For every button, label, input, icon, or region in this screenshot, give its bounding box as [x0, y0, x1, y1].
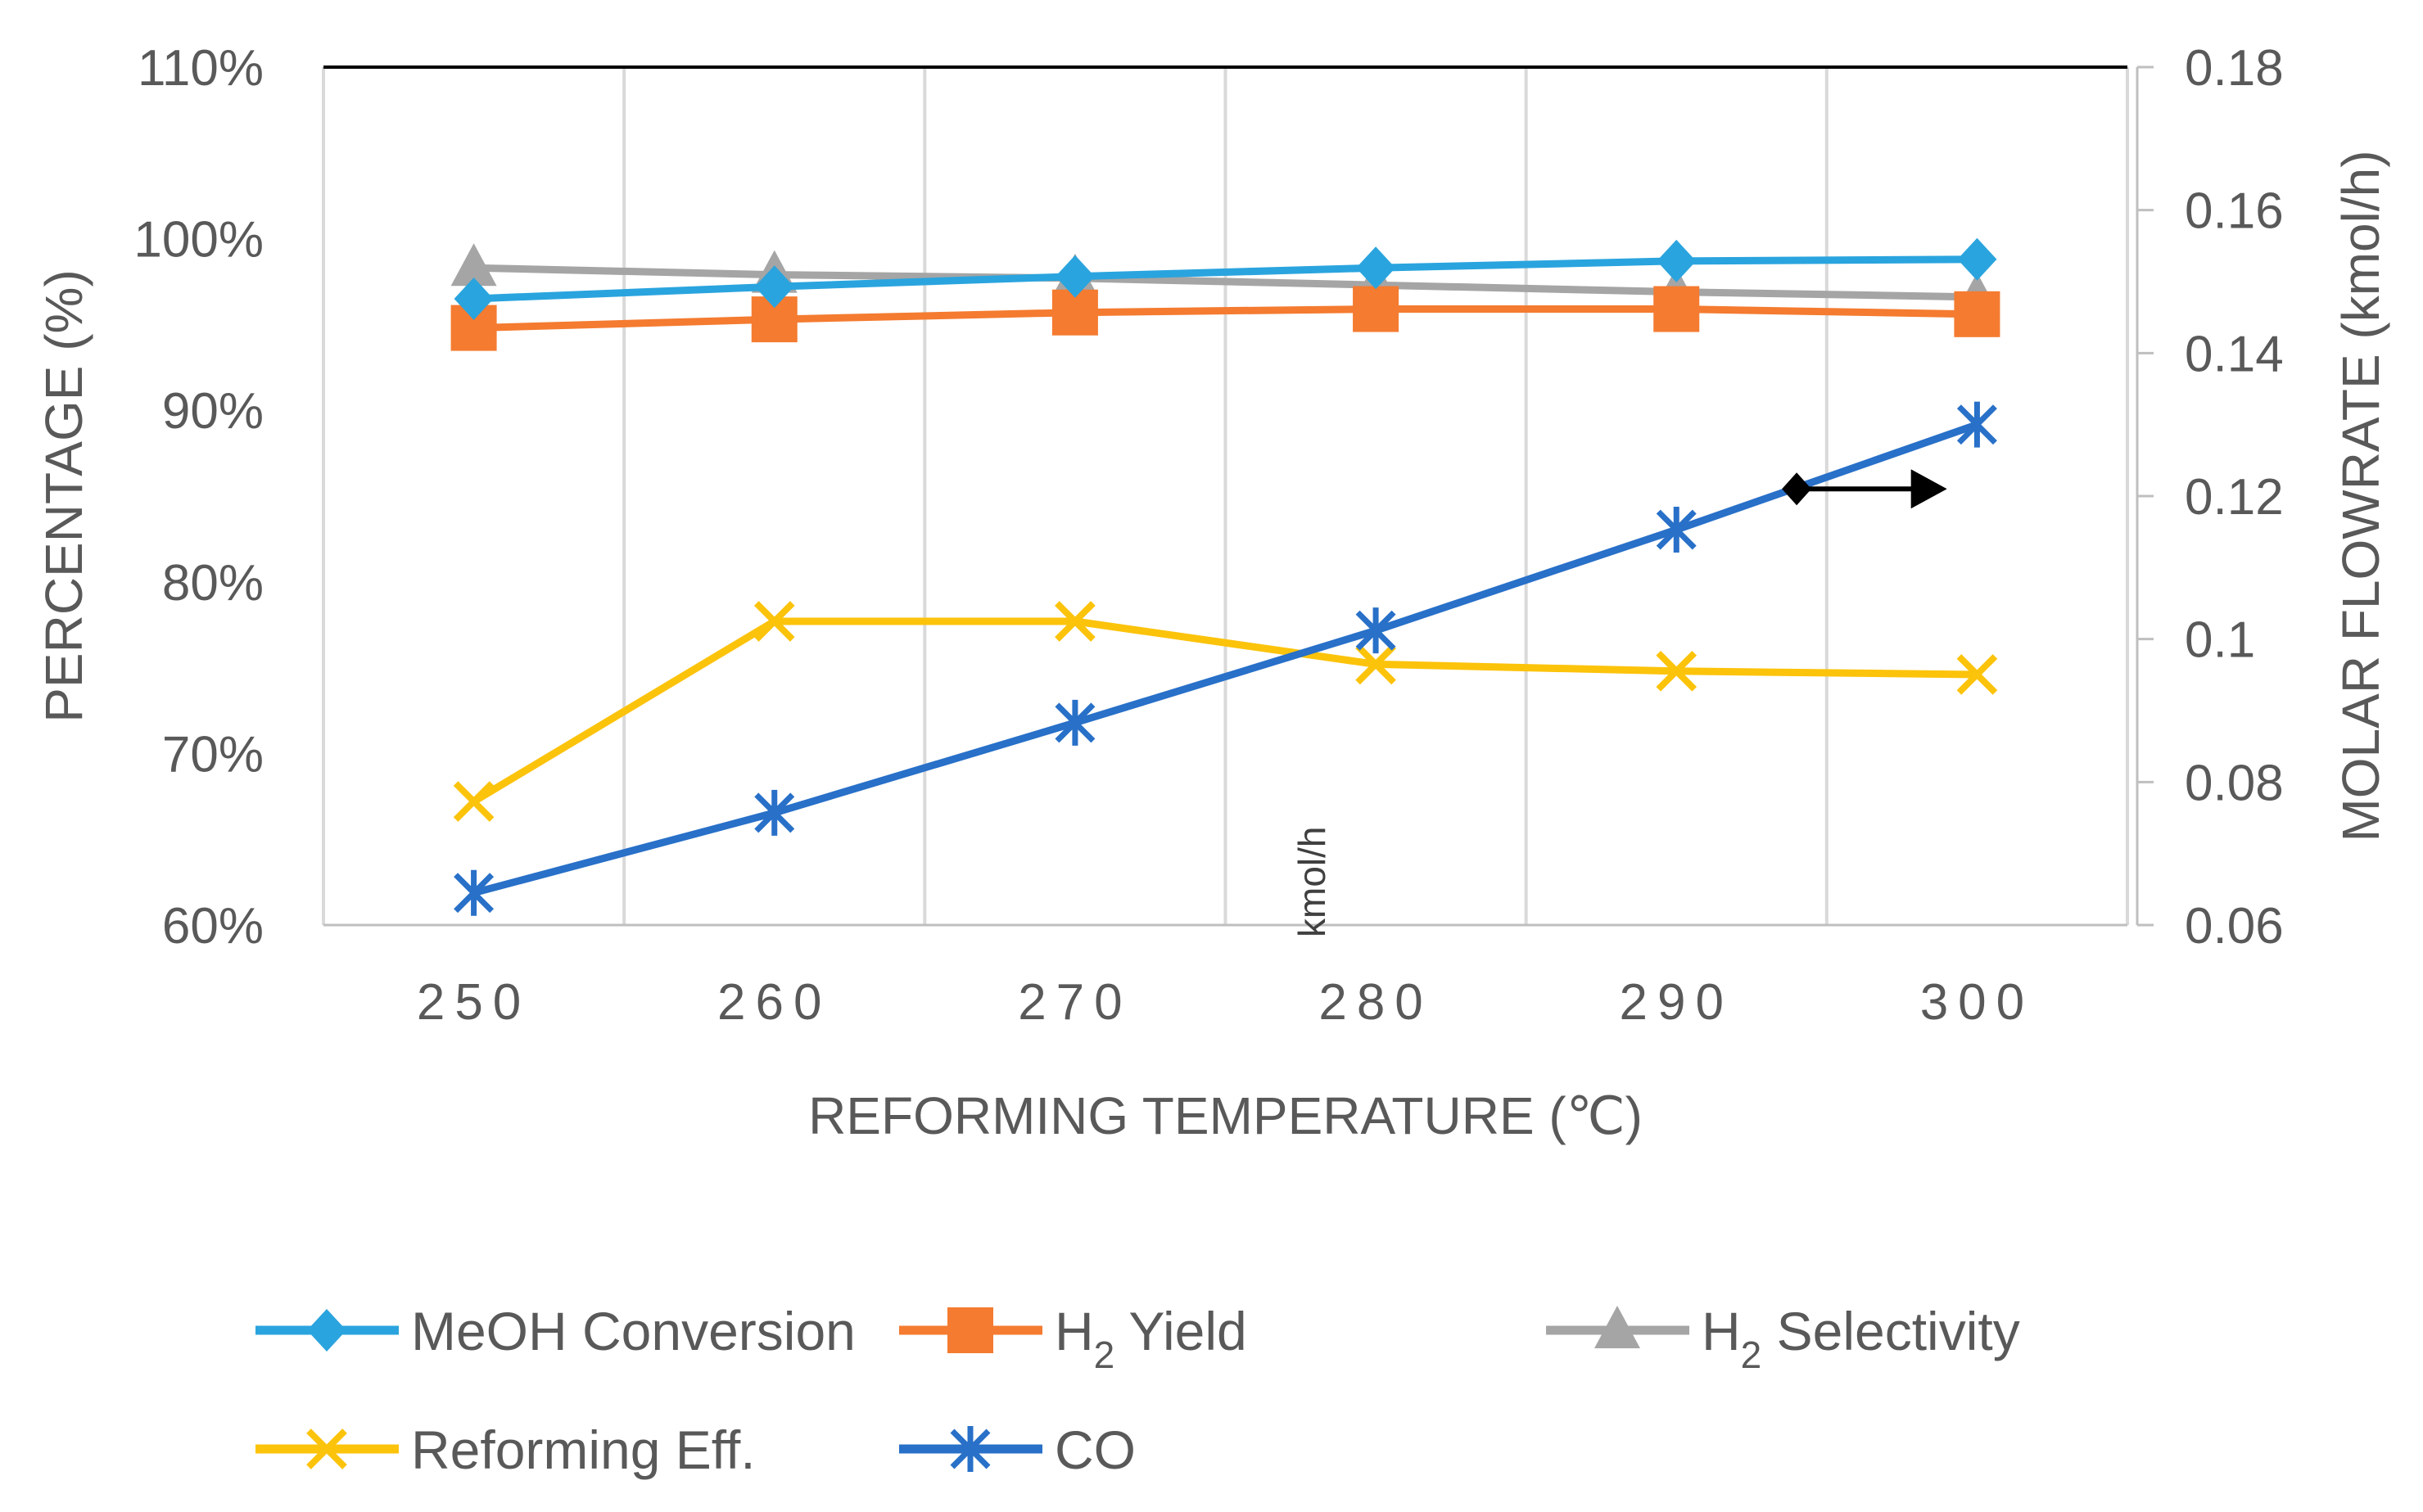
legend-label-main: CO — [1055, 1419, 1136, 1480]
legend-label-main: H — [1055, 1301, 1094, 1361]
y2-tick-label: 0.12 — [2185, 469, 2284, 526]
legend-label: Reforming Eff. — [411, 1419, 756, 1480]
y-tick-label: 60% — [162, 898, 264, 955]
y-axis-title: PERCENTAGE (%) — [34, 269, 93, 723]
legend-label-main: Reforming Eff. — [411, 1419, 756, 1480]
series-line — [473, 264, 1978, 301]
y2-tick-label: 0.06 — [2185, 898, 2284, 955]
series-line — [473, 305, 1978, 332]
y2-tick-label: 0.16 — [2185, 183, 2284, 240]
legend-label-subscript: 2 — [1741, 1334, 1762, 1376]
x-axis-title: REFORMING TEMPERATURE (℃) — [808, 1086, 1643, 1145]
marker-diamond — [1356, 246, 1396, 290]
annotation-kmol-h: kmol/h — [1291, 827, 1333, 937]
marker-diamond — [1657, 239, 1697, 282]
marker-asterisk — [1956, 401, 1997, 448]
marker-asterisk — [1055, 699, 1096, 746]
series-meoh-conversion — [454, 237, 1997, 320]
marker-square — [1353, 286, 1399, 332]
marker-asterisk — [950, 1426, 991, 1472]
legend-label-suffix: Selectivity — [1761, 1301, 2019, 1361]
marker-square — [1954, 291, 2000, 337]
marker-asterisk — [454, 869, 495, 916]
marker-diamond — [454, 277, 494, 320]
legend: MeOH Conversion H2 Yield H2 SelectivityRef… — [255, 1301, 2020, 1480]
y2-tick-label: 0.18 — [2185, 40, 2284, 97]
legend-label-subscript: 2 — [1094, 1334, 1115, 1376]
marker-x — [306, 1429, 347, 1469]
legend-label: H2 Selectivity — [1702, 1301, 2020, 1376]
marker-x — [753, 601, 795, 642]
y2-axis-title: MOLAR FLOWRATE (kmol/h) — [2331, 150, 2390, 842]
x-tick-label: 290 — [1620, 974, 1734, 1031]
legend-item-h2-yield: H2 Yield — [899, 1301, 1247, 1376]
x-tick-label: 300 — [1920, 974, 2034, 1031]
annotation-layer: kmol/h — [1291, 469, 1947, 937]
marker-asterisk — [1355, 607, 1396, 654]
legend-label-suffix: Yield — [1114, 1301, 1246, 1361]
y2-tick-label: 0.14 — [2185, 326, 2284, 382]
y-tick-label: 100% — [133, 212, 264, 269]
marker-square — [947, 1307, 993, 1353]
legend-label: CO — [1055, 1419, 1136, 1480]
x-tick-label: 250 — [417, 974, 531, 1031]
series-line — [472, 617, 1978, 805]
marker-x — [1355, 643, 1396, 685]
y-tick-label: 90% — [162, 383, 264, 440]
series-line — [472, 421, 1978, 897]
legend-item-reforming-eff-: Reforming Eff. — [255, 1419, 756, 1480]
y2-tick-label: 0.08 — [2185, 755, 2284, 811]
legend-label-main: H — [1702, 1301, 1741, 1361]
arrow-tail-diamond — [1782, 472, 1812, 506]
legend-label: MeOH Conversion — [411, 1301, 856, 1361]
series-reforming-eff- — [453, 601, 1998, 822]
legend-label-main: MeOH Conversion — [411, 1301, 856, 1361]
legend-item-co: CO — [899, 1419, 1136, 1480]
marker-diamond — [1957, 237, 1997, 281]
arrow-head — [1910, 469, 1947, 509]
series-layer — [450, 237, 2000, 916]
marker-square — [1653, 286, 1700, 332]
y2-tick-label: 0.1 — [2185, 612, 2255, 669]
legend-item-meoh-conversion: MeOH Conversion — [255, 1301, 856, 1361]
y-tick-label: 70% — [162, 726, 264, 783]
marker-x — [1956, 654, 1998, 695]
marker-asterisk — [1656, 507, 1697, 553]
series-line — [473, 255, 1978, 303]
y-tick-label: 80% — [162, 555, 264, 612]
x-tick-label: 260 — [717, 974, 831, 1031]
y-tick-label: 110% — [138, 40, 264, 97]
grid-layer — [322, 67, 2129, 925]
series-h2-yield — [450, 286, 2000, 351]
legend-label: H2 Yield — [1055, 1301, 1247, 1376]
series-co — [454, 401, 1997, 916]
marker-x — [453, 781, 495, 822]
marker-triangle — [450, 243, 497, 287]
x-tick-label: 270 — [1018, 974, 1132, 1031]
marker-x — [1656, 650, 1697, 692]
marker-diamond — [1055, 255, 1095, 298]
marker-triangle — [1594, 1306, 1640, 1348]
marker-diamond — [307, 1309, 346, 1352]
x-tick-label: 280 — [1318, 974, 1432, 1031]
marker-x — [1055, 601, 1096, 642]
marker-asterisk — [754, 789, 795, 836]
legend-item-h2-selectivity: H2 Selectivity — [1546, 1301, 2020, 1376]
axis-layer: 60% 70% 80% 90% 100% 110% 0.06 0.08 0.1 0.12 0.14 0… — [34, 40, 2390, 1145]
marker-diamond — [754, 265, 794, 309]
